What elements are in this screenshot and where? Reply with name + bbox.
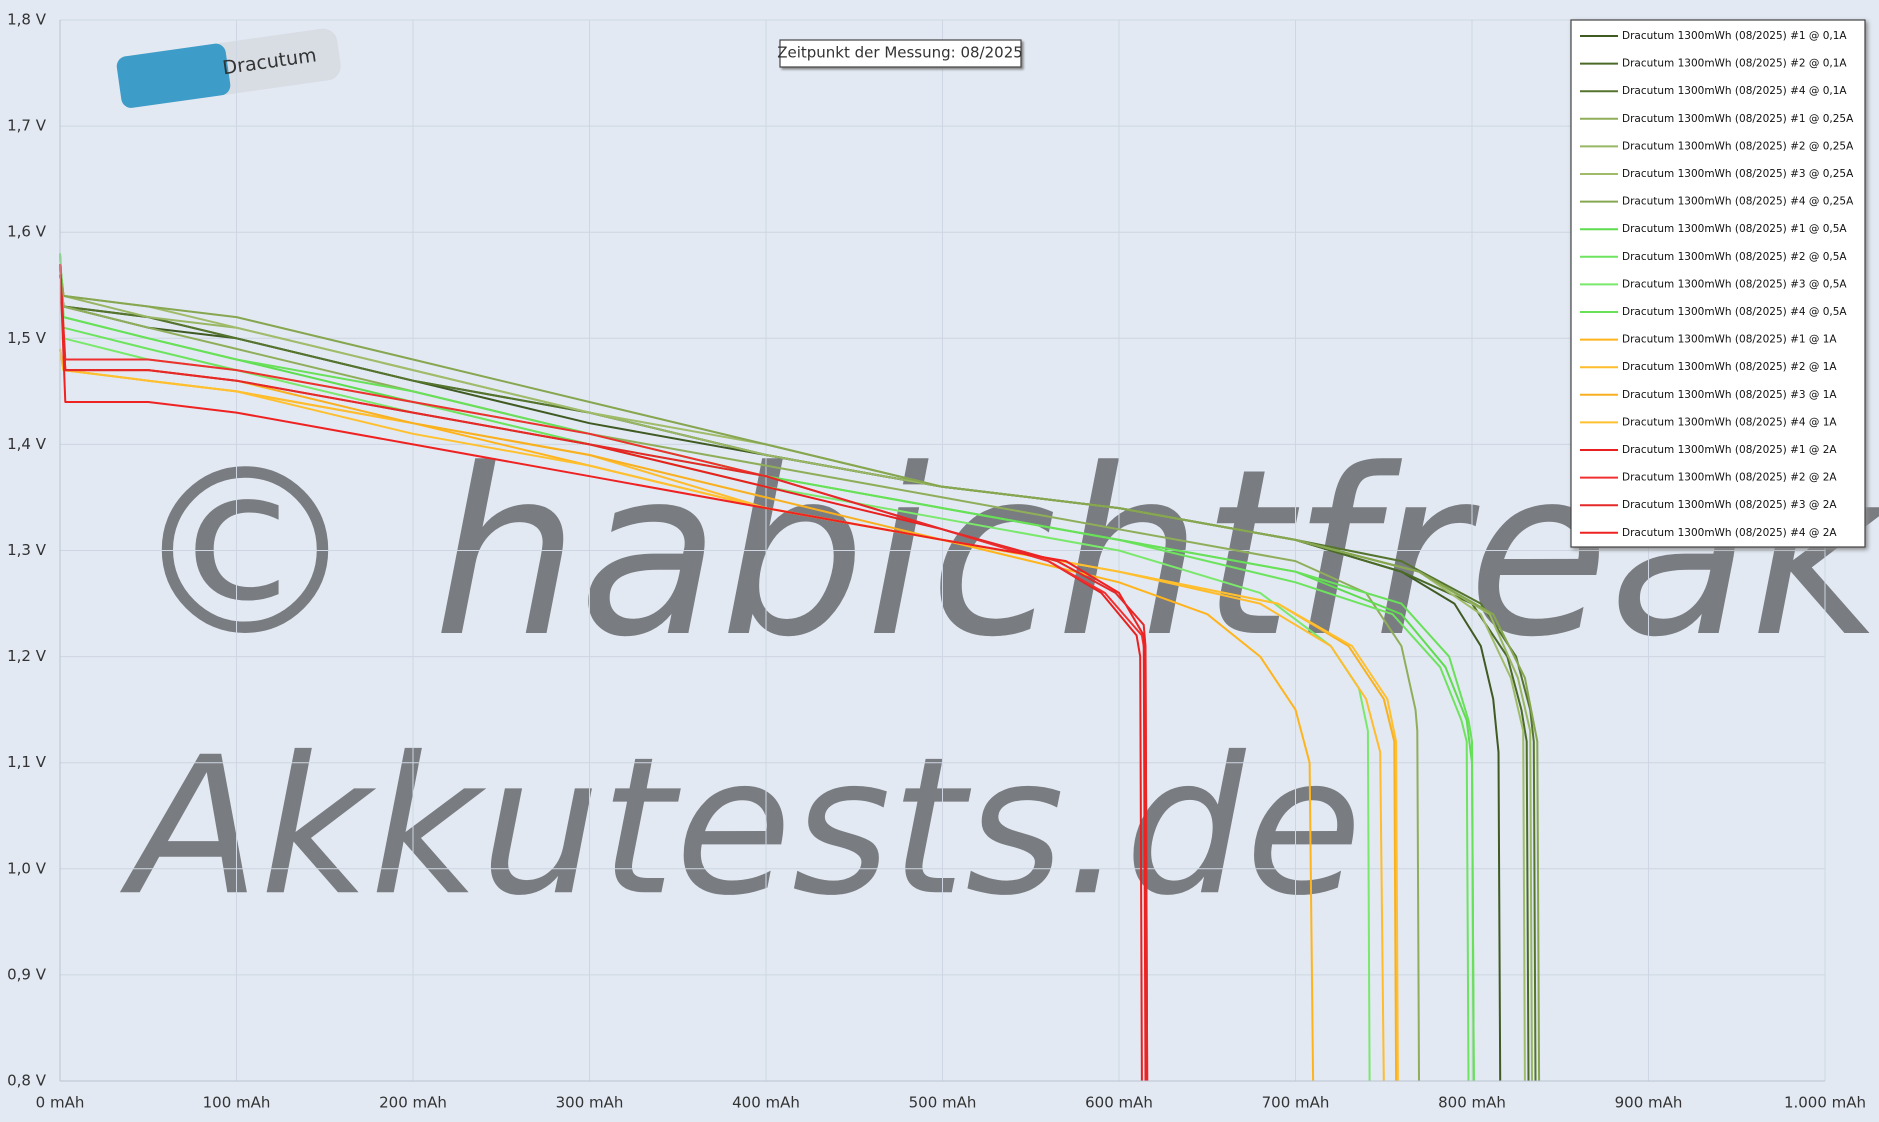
legend-label: Dracutum 1300mWh (08/2025) #2 @ 0,25A — [1622, 140, 1854, 152]
legend-label: Dracutum 1300mWh (08/2025) #1 @ 0,1A — [1622, 30, 1847, 42]
x-tick-label: 800 mAh — [1438, 1094, 1506, 1112]
legend-label: Dracutum 1300mWh (08/2025) #2 @ 0,1A — [1622, 58, 1847, 70]
x-tick-label: 1.000 mAh — [1784, 1094, 1866, 1112]
legend-label: Dracutum 1300mWh (08/2025) #3 @ 0,25A — [1622, 168, 1854, 180]
series-line — [59, 263, 1149, 1082]
annotation: Zeitpunkt der Messung: 08/2025 — [777, 39, 1023, 68]
legend-label: Dracutum 1300mWh (08/2025) #2 @ 0,5A — [1622, 251, 1847, 263]
y-tick-label: 1,4 V — [7, 435, 47, 453]
series-line — [59, 263, 1147, 1082]
y-tick-label: 1,2 V — [7, 647, 47, 665]
y-tick-label: 0,8 V — [7, 1072, 47, 1090]
x-tick-label: 600 mAh — [1085, 1094, 1153, 1112]
y-tick-label: 1,3 V — [7, 541, 47, 559]
x-tick-label: 500 mAh — [909, 1094, 977, 1112]
series-line — [59, 263, 1541, 1082]
legend-label: Dracutum 1300mWh (08/2025) #4 @ 0,25A — [1622, 196, 1854, 208]
y-tick-label: 1,8 V — [7, 11, 47, 29]
y-tick-label: 1,0 V — [7, 859, 47, 877]
axes: 0,8 V 0,9 V 1,0 V 1,1 V 1,2 V 1,3 V 1,4 V 1,5 V… — [7, 11, 1866, 1112]
series-line — [59, 263, 1420, 1082]
x-tick-label: 200 mAh — [379, 1094, 447, 1112]
x-tick-label: 900 mAh — [1615, 1094, 1683, 1112]
legend-label: Dracutum 1300mWh (08/2025) #1 @ 1A — [1622, 334, 1837, 346]
x-tick-label: 0 mAh — [36, 1094, 85, 1112]
x-tick-label: 700 mAh — [1262, 1094, 1330, 1112]
y-tick-label: 1,7 V — [7, 117, 47, 135]
legend-label: Dracutum 1300mWh (08/2025) #1 @ 0,25A — [1622, 113, 1854, 125]
legend-label: Dracutum 1300mWh (08/2025) #4 @ 1A — [1622, 416, 1837, 428]
x-tick-label: 400 mAh — [732, 1094, 800, 1112]
annotation-text: Zeitpunkt der Messung: 08/2025 — [777, 44, 1023, 62]
y-tick-label: 1,6 V — [7, 223, 47, 241]
legend-label: Dracutum 1300mWh (08/2025) #3 @ 0,5A — [1622, 278, 1847, 290]
legend-label: Dracutum 1300mWh (08/2025) #4 @ 0,5A — [1622, 306, 1847, 318]
lines — [59, 253, 1541, 1082]
watermark: Akkutests.de — [119, 716, 1362, 937]
series-line — [59, 253, 1475, 1082]
legend-label: Dracutum 1300mWh (08/2025) #3 @ 1A — [1622, 389, 1837, 401]
legend-label: Dracutum 1300mWh (08/2025) #3 @ 2A — [1622, 499, 1837, 511]
x-tick-label: 300 mAh — [556, 1094, 624, 1112]
y-tick-label: 0,9 V — [7, 965, 47, 983]
legend-label: Dracutum 1300mWh (08/2025) #2 @ 1A — [1622, 361, 1837, 373]
legend-label: Dracutum 1300mWh (08/2025) #4 @ 0,1A — [1622, 85, 1847, 97]
legend-label: Dracutum 1300mWh (08/2025) #1 @ 0,5A — [1622, 223, 1847, 235]
legend-label: Dracutum 1300mWh (08/2025) #4 @ 2A — [1622, 527, 1837, 539]
x-tick-label: 100 mAh — [203, 1094, 271, 1112]
legend: Dracutum 1300mWh (08/2025) #1 @ 0,1A Drac… — [1570, 19, 1866, 548]
battery-icon: Dracutum — [116, 28, 341, 108]
legend-label: Dracutum 1300mWh (08/2025) #1 @ 2A — [1622, 444, 1837, 456]
y-tick-label: 1,5 V — [7, 329, 47, 347]
legend-label: Dracutum 1300mWh (08/2025) #2 @ 2A — [1622, 472, 1837, 484]
y-tick-label: 1,1 V — [7, 753, 47, 771]
